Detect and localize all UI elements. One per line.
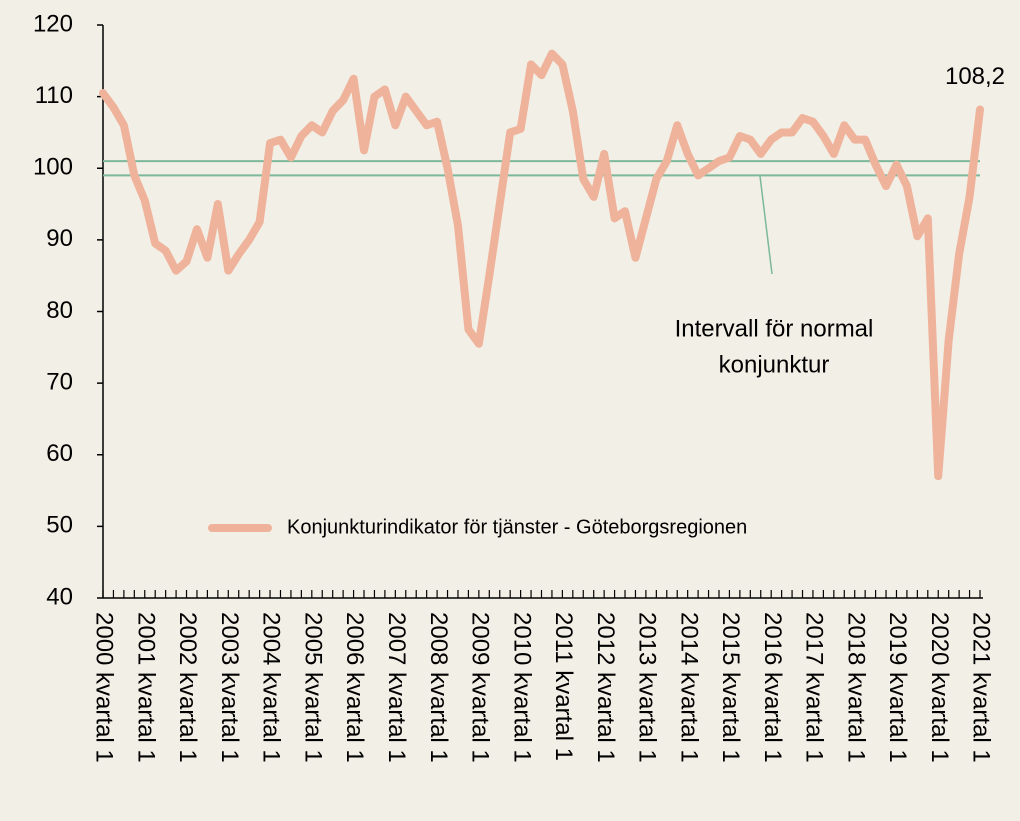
y-tick-label: 80: [46, 297, 73, 324]
x-tick-label: 2010 kvartal 1: [508, 612, 535, 763]
x-tick-label: 2019 kvartal 1: [884, 612, 911, 763]
legend-label: Konjunkturindikator för tjänster - Göteb…: [287, 516, 747, 538]
x-tick-label: 2014 kvartal 1: [675, 612, 702, 763]
x-tick-label: 2006 kvartal 1: [341, 612, 368, 763]
y-tick-label: 120: [33, 10, 73, 37]
x-tick-label: 2013 kvartal 1: [634, 612, 661, 763]
x-tick-label: 2002 kvartal 1: [174, 612, 201, 763]
y-tick-label: 50: [46, 512, 73, 539]
x-tick-label: 2003 kvartal 1: [216, 612, 243, 763]
line-series: [99, 49, 984, 481]
y-tick-label: 90: [46, 225, 73, 252]
x-tick-label: 2011 kvartal 1: [550, 612, 577, 761]
x-tick-label: 2016 kvartal 1: [759, 612, 786, 763]
x-tick-label: 2005 kvartal 1: [299, 612, 326, 763]
annotation: Intervall för normal: [675, 315, 874, 342]
x-tick-label: 2007 kvartal 1: [383, 612, 410, 763]
y-tick-label: 70: [46, 368, 73, 395]
x-tick-label: 2015 kvartal 1: [717, 612, 744, 763]
annotation-leader: [759, 175, 773, 275]
y-tick-label: 110: [35, 82, 73, 109]
x-tick-label: 2009 kvartal 1: [467, 612, 494, 763]
x-tick-label: 2004 kvartal 1: [258, 612, 285, 763]
x-tick-label: 2021 kvartal 1: [968, 612, 995, 763]
y-tick-label: 60: [46, 440, 73, 467]
y-tick-label: 100: [33, 154, 73, 181]
x-tick-label: 2001 kvartal 1: [132, 612, 159, 763]
y-tick-label: 40: [46, 583, 73, 610]
x-tick-label: 2017 kvartal 1: [801, 612, 828, 763]
x-tick-label: 2018 kvartal 1: [842, 612, 869, 763]
x-tick-label: 2008 kvartal 1: [425, 612, 452, 763]
x-tick-label: 2012 kvartal 1: [592, 612, 619, 763]
data-label: 108,2: [945, 63, 1005, 90]
annotation: konjunktur: [719, 351, 830, 378]
x-tick-label: 2000 kvartal 1: [91, 612, 118, 763]
x-tick-label: 2020 kvartal 1: [926, 612, 953, 763]
